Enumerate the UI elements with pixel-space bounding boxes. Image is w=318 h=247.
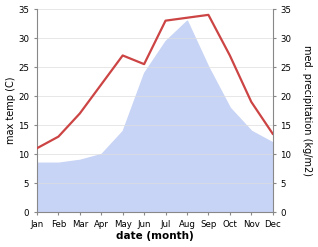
- X-axis label: date (month): date (month): [116, 231, 194, 242]
- Y-axis label: max temp (C): max temp (C): [5, 77, 16, 144]
- Y-axis label: med. precipitation (kg/m2): med. precipitation (kg/m2): [302, 45, 313, 176]
